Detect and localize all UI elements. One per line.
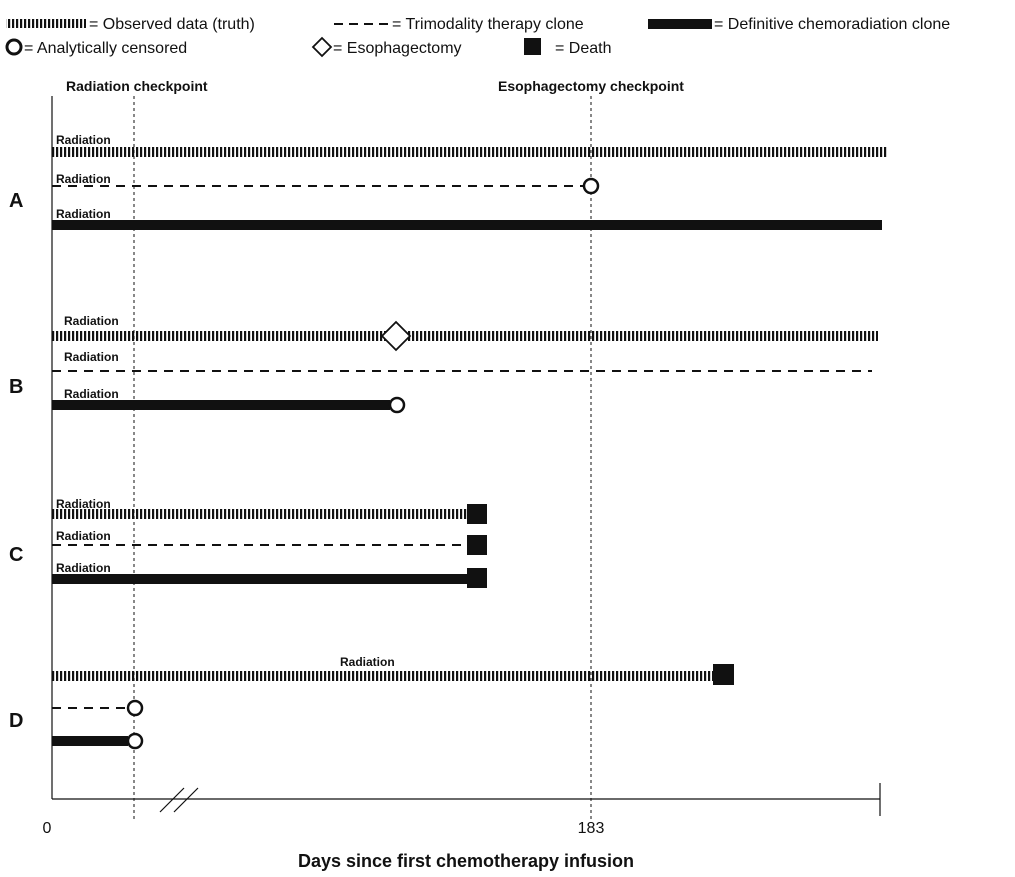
- patient-label-b: B: [9, 376, 23, 398]
- legend-chemoradiation-swatch: [648, 19, 712, 29]
- patient-label-d: D: [9, 710, 23, 732]
- patient-c: C Radiation Radiation Radiation: [9, 497, 487, 588]
- legend-censored-label: = Analytically censored: [24, 40, 187, 57]
- legend-censored-icon: [5, 38, 23, 56]
- patient-d-chemoradiation-censored-icon: [126, 732, 144, 750]
- patient-a-trimodality-label: Radiation: [56, 172, 111, 186]
- tick-label-183: 183: [578, 820, 605, 837]
- patient-c-chemoradiation-bar: [52, 574, 468, 584]
- patient-c-chemoradiation-death-icon: [467, 568, 487, 588]
- patient-c-trimodality-death-icon: [467, 535, 487, 555]
- patient-label-c: C: [9, 544, 23, 566]
- legend-observed-label: = Observed data (truth): [89, 16, 255, 33]
- esophagectomy-checkpoint-label: Esophagectomy checkpoint: [498, 78, 684, 94]
- patient-c-observed-death-icon: [467, 504, 487, 524]
- radiation-checkpoint-label: Radiation checkpoint: [66, 78, 208, 94]
- patient-b-trimodality-label: Radiation: [64, 350, 119, 364]
- patient-b-observed-label: Radiation: [64, 314, 119, 328]
- patient-c-observed-label: Radiation: [56, 497, 111, 511]
- patient-d-observed-label: Radiation: [340, 655, 395, 669]
- legend-observed-swatch: [6, 19, 86, 28]
- patient-a-chemoradiation-label: Radiation: [56, 207, 111, 221]
- patient-c-chemoradiation-label: Radiation: [56, 561, 111, 575]
- patient-c-observed-bar: [52, 509, 468, 519]
- patient-a: A Radiation Radiation Radiation: [9, 133, 888, 230]
- legend: = Observed data (truth) = Trimodality th…: [5, 16, 950, 58]
- axis-break-icon: [159, 787, 199, 813]
- patient-c-trimodality-label: Radiation: [56, 529, 111, 543]
- patient-b-chemoradiation-bar: [52, 400, 390, 410]
- patient-a-observed-label: Radiation: [56, 133, 111, 147]
- patient-b-observed-bar: [52, 331, 878, 341]
- patient-d-trimodality-censored-icon: [126, 699, 144, 717]
- patient-b-esophagectomy-icon: [380, 320, 412, 352]
- legend-trimodality-label: = Trimodality therapy clone: [392, 16, 584, 33]
- legend-death-label: = Death: [555, 40, 611, 57]
- legend-esophagectomy-icon: [311, 36, 333, 58]
- patient-d-chemoradiation-bar: [52, 736, 128, 746]
- patient-label-a: A: [9, 190, 23, 212]
- patient-d-observed-death-icon: [713, 664, 734, 685]
- patient-b-chemoradiation-label: Radiation: [64, 387, 119, 401]
- patient-a-chemoradiation-bar: [52, 220, 882, 230]
- tick-label-zero: 0: [43, 820, 52, 837]
- x-axis-title: Days since first chemotherapy infusion: [298, 851, 634, 871]
- patient-d-observed-bar: [52, 671, 714, 681]
- patient-b: B Radiation Radiation Radiation: [9, 314, 878, 414]
- legend-death-icon: [524, 38, 541, 55]
- legend-chemoradiation-label: = Definitive chemoradiation clone: [714, 16, 950, 33]
- legend-esophagectomy-label: = Esophagectomy: [333, 40, 462, 57]
- patient-b-chemoradiation-censored-icon: [388, 396, 406, 414]
- patient-a-trimodality-censored-icon: [582, 177, 600, 195]
- patient-a-observed-bar: [52, 147, 888, 157]
- patient-d: D Radiation: [9, 655, 734, 750]
